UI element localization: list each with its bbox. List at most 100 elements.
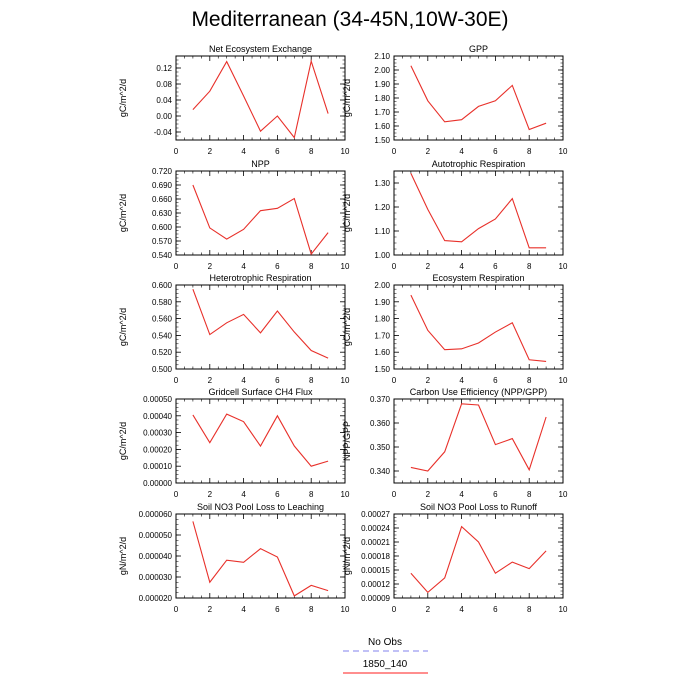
panel-title: Soil NO3 Pool Loss to Leaching (197, 502, 324, 512)
series-line-1850-140 (192, 413, 329, 467)
x-tick-label: 10 (341, 262, 350, 271)
y-tick-label: 0.00012 (361, 580, 390, 589)
y-axis-label: gC/m^2/d (118, 308, 128, 346)
panel-ecosystem-respiration: 0 2 4 6 8 10 1.50 1.60 1.70 1.80 1.90 2.00 Ecosystem… (342, 273, 568, 385)
y-tick-label: 1.80 (374, 94, 390, 103)
plot-frame (175, 55, 346, 141)
panel-soil-no3-pool-loss-to-leaching: 0 2 4 6 8 10 0.000020 0.000030 0.000040 0.000050 0… (118, 502, 350, 614)
x-tick-label: 0 (392, 262, 397, 271)
series-line-1850-140 (192, 184, 329, 256)
y-tick-label: 0.000040 (139, 552, 173, 561)
panel-title: Heterotrophic Respiration (209, 273, 311, 283)
figure-title: Mediterranean (34-45N,10W-30E) (191, 8, 509, 31)
x-tick-label: 6 (493, 376, 498, 385)
x-tick-label: 0 (392, 490, 397, 499)
panel-title: Soil NO3 Pool Loss to Runoff (420, 502, 537, 512)
y-tick-label: 0.000020 (139, 594, 173, 603)
x-tick-label: 2 (208, 147, 213, 156)
series-line-1850-140 (410, 525, 547, 594)
y-tick-label: 0.560 (152, 315, 173, 324)
plot-frame (175, 513, 346, 599)
panel-title: Ecosystem Respiration (432, 273, 524, 283)
plot-frame (393, 170, 564, 256)
y-tick-label: 0.00030 (143, 429, 172, 438)
panel-title: NPP (251, 159, 270, 169)
plot-frame (393, 284, 564, 370)
series-line-1850-140 (410, 294, 547, 362)
y-tick-label: 1.90 (374, 80, 390, 89)
x-tick-label: 2 (208, 605, 213, 614)
x-tick-label: 4 (459, 376, 464, 385)
y-tick-label: 1.10 (374, 227, 390, 236)
panel-gridcell-surface-ch4-flux: 0 2 4 6 8 10 0.00000 0.00010 0.00020 0.00030 0.000… (118, 387, 350, 499)
y-tick-label: 0.00018 (361, 552, 390, 561)
panel-title: Gridcell Surface CH4 Flux (208, 387, 313, 397)
y-tick-label: 0.00021 (361, 538, 390, 547)
x-tick-label: 8 (527, 490, 532, 499)
x-tick-label: 8 (309, 376, 314, 385)
panel-net-ecosystem-exchange: 0 2 4 6 8 10 -0.04 0.00 0.04 0.08 0.12 Net Ecosyste… (118, 44, 350, 156)
x-tick-label: 2 (426, 147, 431, 156)
y-axis-label: gC/m^2/d (118, 422, 128, 460)
x-tick-label: 8 (527, 147, 532, 156)
y-axis-label: gC/m^2/d (118, 194, 128, 232)
y-tick-label: 0.04 (156, 96, 172, 105)
panel-title: GPP (469, 44, 488, 54)
x-tick-label: 6 (493, 262, 498, 271)
x-tick-label: 6 (275, 262, 280, 271)
x-tick-label: 4 (459, 147, 464, 156)
plot-frame (393, 513, 564, 599)
y-tick-label: 1.20 (374, 203, 390, 212)
y-tick-label: 0.600 (152, 281, 173, 290)
x-tick-label: 10 (341, 605, 350, 614)
x-tick-label: 0 (174, 262, 179, 271)
series-line-1850-140 (192, 521, 329, 597)
y-tick-label: 1.50 (374, 365, 390, 374)
y-tick-label: 0.08 (156, 80, 172, 89)
plot-frame (393, 55, 564, 141)
x-tick-label: 8 (527, 605, 532, 614)
x-tick-label: 0 (174, 376, 179, 385)
x-tick-label: 0 (174, 605, 179, 614)
panel-soil-no3-pool-loss-to-runoff: 0 2 4 6 8 10 0.00009 0.00012 0.00015 0.00018 0.000… (342, 502, 568, 614)
x-tick-label: 6 (493, 605, 498, 614)
x-tick-label: 2 (426, 490, 431, 499)
y-tick-label: 0.00024 (361, 524, 390, 533)
x-tick-label: 4 (241, 605, 246, 614)
y-tick-label: 0.340 (370, 467, 391, 476)
x-tick-label: 0 (174, 490, 179, 499)
x-tick-label: 10 (341, 147, 350, 156)
y-tick-label: 0.00027 (361, 510, 390, 519)
y-tick-label: 0.00009 (361, 594, 390, 603)
y-axis-label: gN/m^2/d (118, 537, 128, 575)
x-tick-label: 4 (241, 147, 246, 156)
x-tick-label: 0 (392, 147, 397, 156)
x-tick-label: 10 (341, 376, 350, 385)
x-tick-label: 8 (309, 262, 314, 271)
x-tick-label: 8 (527, 262, 532, 271)
x-tick-label: 8 (527, 376, 532, 385)
panel-autotrophic-respiration: 0 2 4 6 8 10 1.00 1.10 1.20 1.30 Autotrophic Respi… (342, 159, 568, 271)
y-tick-label: 0.500 (152, 365, 173, 374)
x-tick-label: 4 (241, 376, 246, 385)
y-tick-label: 0.720 (152, 167, 173, 176)
x-tick-label: 0 (392, 605, 397, 614)
y-tick-label: 1.50 (374, 136, 390, 145)
y-axis-label: gC/m^2/d (342, 194, 352, 232)
y-tick-label: 0.600 (152, 223, 173, 232)
x-tick-label: 6 (275, 376, 280, 385)
y-tick-label: -0.04 (154, 128, 173, 137)
y-tick-label: 1.70 (374, 331, 390, 340)
x-tick-label: 10 (559, 262, 568, 271)
y-axis-label: gC/m^2/d (118, 79, 128, 117)
x-tick-label: 6 (275, 490, 280, 499)
x-tick-label: 10 (559, 147, 568, 156)
y-axis-label: gC/m^2/d (342, 308, 352, 346)
plot-frame (175, 398, 346, 484)
y-tick-label: 0.350 (370, 443, 391, 452)
y-axis-label: gC/m^2/d (342, 79, 352, 117)
y-tick-label: 0.580 (152, 298, 173, 307)
x-tick-label: 2 (208, 490, 213, 499)
x-tick-label: 4 (241, 490, 246, 499)
y-tick-label: 0.00010 (143, 462, 172, 471)
